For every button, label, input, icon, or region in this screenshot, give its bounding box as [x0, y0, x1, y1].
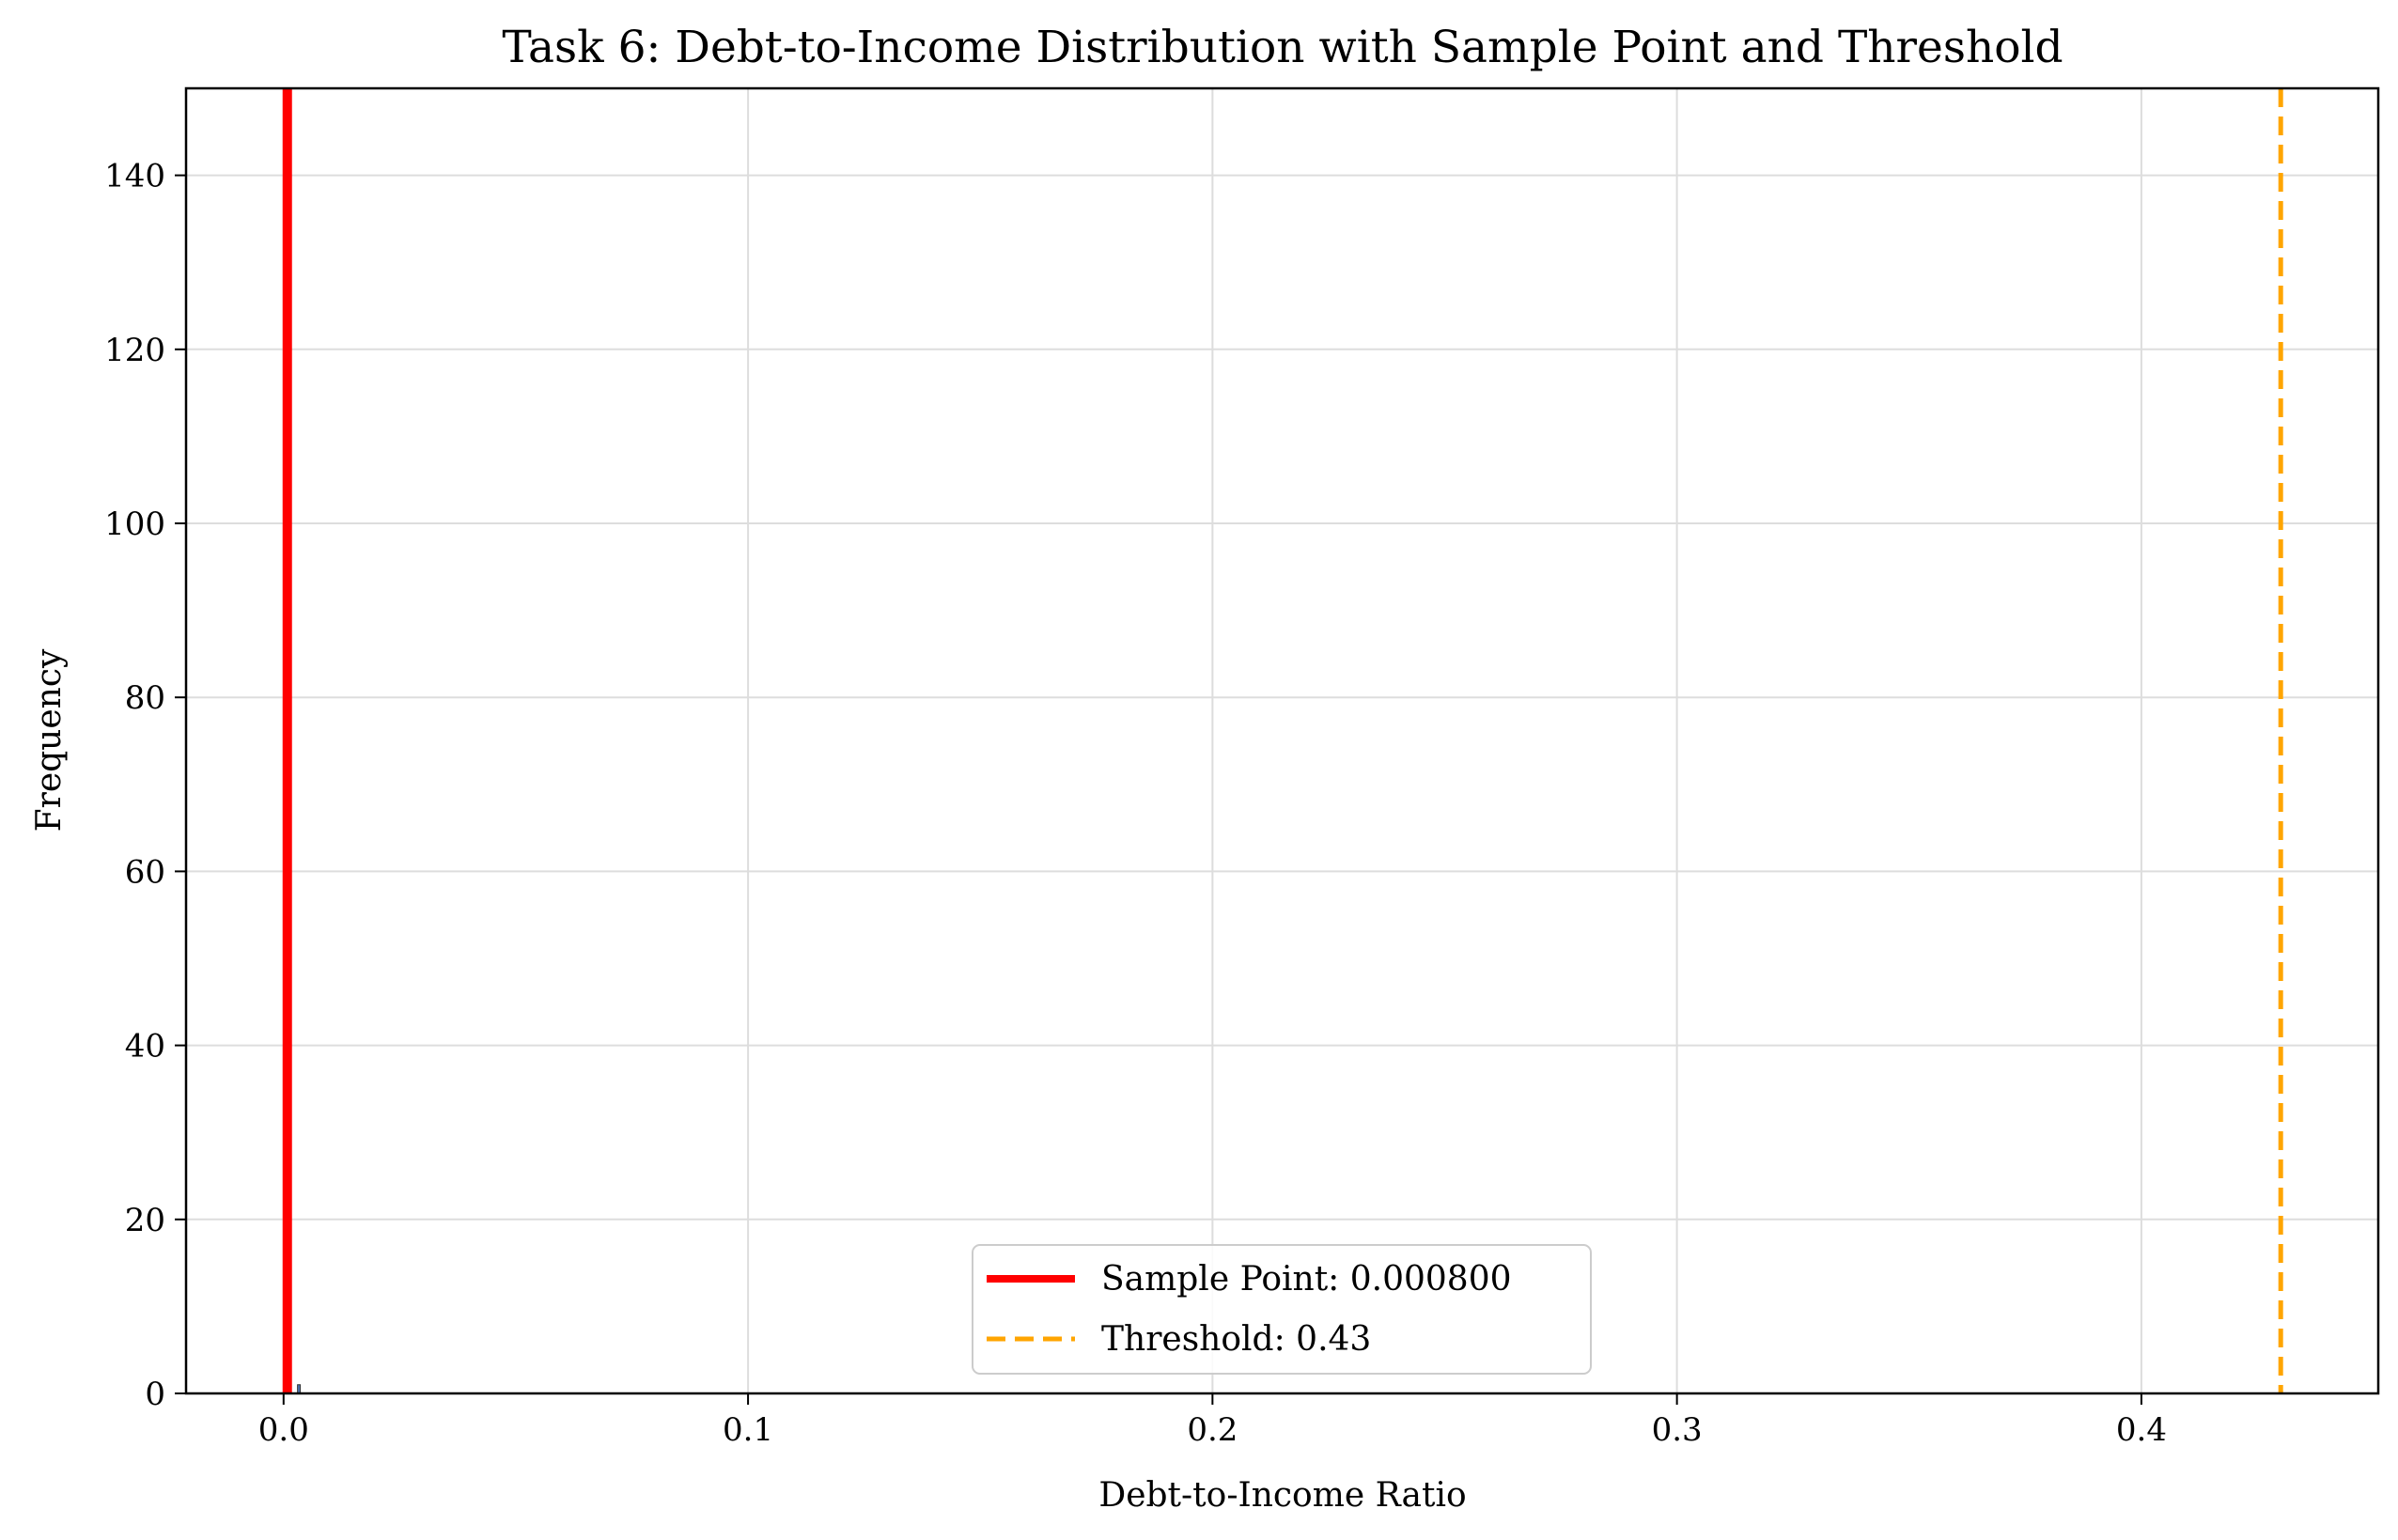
x-tick-label: 0.4 — [2116, 1411, 2167, 1449]
x-tick-label: 0.1 — [723, 1411, 773, 1449]
legend: Sample Point: 0.000800 Threshold: 0.43 — [972, 1244, 1592, 1375]
y-tick-label: 40 — [125, 1028, 165, 1066]
chart-title: Task 6: Debt-to-Income Distribution with… — [502, 22, 2063, 73]
y-tick-label: 100 — [104, 506, 165, 543]
histogram-bar — [297, 1384, 302, 1394]
x-tick-label: 0.0 — [258, 1411, 309, 1449]
y-tick-label: 0 — [145, 1376, 165, 1413]
y-axis-ticks: 0 20 40 60 80 100 120 140 — [104, 158, 186, 1413]
axes-frame — [184, 86, 2380, 1395]
legend-box — [972, 1244, 1592, 1375]
y-tick-label: 60 — [125, 853, 165, 891]
legend-label-sample-point: Sample Point: 0.000800 — [1101, 1260, 1512, 1299]
reference-lines — [282, 88, 2283, 1393]
plot-area: 0.0 0.1 0.2 0.3 0.4 0 20 40 60 80 100 120 140 — [104, 86, 2380, 1449]
x-axis-ticks: 0.0 0.1 0.2 0.3 0.4 — [258, 1393, 2167, 1449]
y-tick-label: 20 — [125, 1202, 165, 1239]
y-tick-label: 80 — [125, 679, 165, 717]
y-tick-label: 120 — [104, 332, 165, 369]
grid-layer — [186, 88, 2378, 1393]
y-tick-label: 140 — [104, 158, 165, 195]
x-tick-label: 0.2 — [1187, 1411, 1238, 1449]
legend-label-threshold: Threshold: 0.43 — [1101, 1320, 1371, 1359]
x-axis-label: Debt-to-Income Ratio — [1098, 1476, 1466, 1515]
y-axis-label: Frequency — [30, 648, 69, 832]
x-tick-label: 0.3 — [1652, 1411, 1703, 1449]
